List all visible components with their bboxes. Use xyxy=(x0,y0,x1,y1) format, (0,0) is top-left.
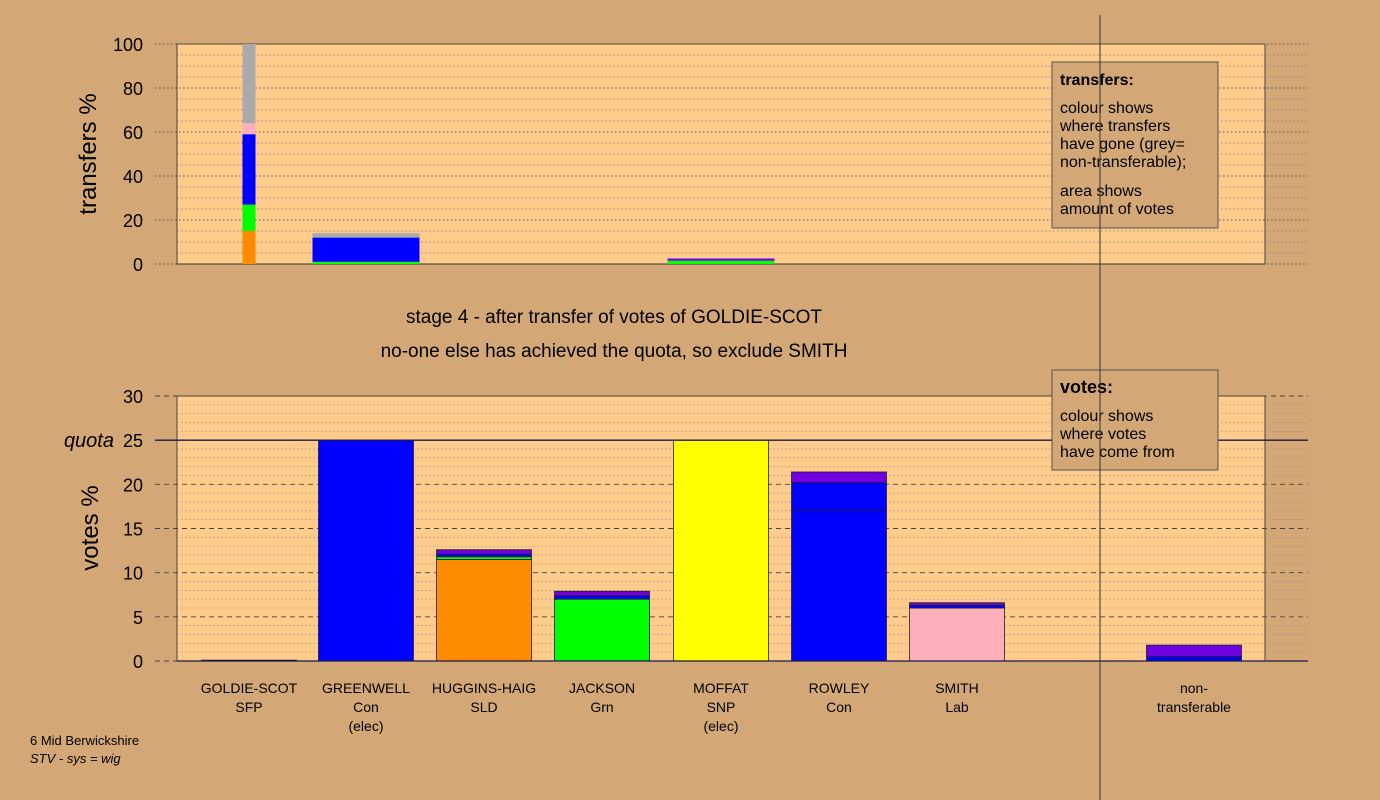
vote-bar-segment xyxy=(1146,656,1242,662)
transfer-bar-segment xyxy=(312,233,420,238)
vote-bar-segment xyxy=(436,559,532,662)
y-tick-label: 25 xyxy=(123,431,143,451)
y-tick-label: 0 xyxy=(133,255,143,275)
category-label: Lab xyxy=(945,699,969,715)
y-tick-label: 5 xyxy=(133,608,143,628)
vote-bar-segment xyxy=(909,602,1005,606)
y-tick-label: 40 xyxy=(123,167,143,187)
vote-bar-segment xyxy=(554,595,650,600)
category-label: Grn xyxy=(590,699,613,715)
category-label: HUGGINS-HAIG xyxy=(432,680,536,696)
votes-legend-line: colour shows xyxy=(1060,408,1153,425)
vote-bar-segment xyxy=(909,607,1005,662)
transfer-bar-segment xyxy=(242,204,256,231)
transfers-legend-line: non-transferable); xyxy=(1060,154,1186,171)
transfers-legend-line: colour shows xyxy=(1060,100,1153,117)
transfers-legend-line: amount of votes xyxy=(1060,201,1174,218)
category-label: Con xyxy=(353,699,379,715)
vote-bar-segment xyxy=(673,439,769,662)
votes-legend-line: where votes xyxy=(1059,426,1146,443)
transfer-bar-segment xyxy=(667,258,775,261)
category-label: non- xyxy=(1180,680,1208,696)
vote-bar-segment xyxy=(791,471,887,483)
y-axis-label: transfers % xyxy=(75,93,102,214)
transfers-legend-box xyxy=(1051,61,1219,229)
y-tick-label: 20 xyxy=(123,211,143,231)
votes-legend-line: have come from xyxy=(1060,444,1175,461)
transfer-bar-segment xyxy=(312,237,420,262)
vote-bar-segment xyxy=(791,509,887,662)
transfer-bar-segment xyxy=(242,231,256,264)
votes-legend-box xyxy=(1051,369,1219,471)
transfer-bar-segment xyxy=(242,123,256,135)
category-label: (elec) xyxy=(348,718,383,734)
y-tick-label: 10 xyxy=(123,564,143,584)
vote-bar-segment xyxy=(436,549,532,555)
transfers-legend-title: transfers: xyxy=(1060,72,1134,89)
vote-bar-segment xyxy=(791,482,887,511)
vote-bar-segment xyxy=(1146,644,1242,657)
y-tick-label: 20 xyxy=(123,475,143,495)
votes-legend-title: votes: xyxy=(1060,377,1113,397)
category-label: SLD xyxy=(470,699,497,715)
category-label: transferable xyxy=(1157,699,1231,715)
y-tick-label: 0 xyxy=(133,652,143,672)
transfer-bar-segment xyxy=(242,44,256,124)
category-label: GREENWELL xyxy=(322,680,410,696)
category-label: SMITH xyxy=(935,680,979,696)
category-label: MOFFAT xyxy=(693,680,749,696)
transfers-legend-line: where transfers xyxy=(1059,118,1170,135)
category-label: Con xyxy=(826,699,852,715)
category-label: JACKSON xyxy=(569,680,635,696)
footer-system: STV - sys = wig xyxy=(30,751,121,766)
category-label: (elec) xyxy=(703,718,738,734)
transfer-bar-segment xyxy=(667,260,775,264)
category-label: SNP xyxy=(707,699,736,715)
vote-bar-segment xyxy=(318,439,414,662)
y-axis-label: votes % xyxy=(77,485,104,570)
transfers-legend-line: area shows xyxy=(1060,183,1142,200)
quota-label: quota xyxy=(64,430,114,452)
votes-legend: votes: colour shows where votes have com… xyxy=(1051,369,1219,471)
y-tick-label: 60 xyxy=(123,123,143,143)
transfers-legend-line: have gone (grey= xyxy=(1060,136,1185,153)
transfer-bar-segment xyxy=(312,261,420,264)
y-tick-label: 80 xyxy=(123,79,143,99)
category-label: SFP xyxy=(235,699,262,715)
footer-constituency: 6 Mid Berwickshire xyxy=(30,733,140,748)
transfers-legend: transfers: colour shows where transfers … xyxy=(1051,61,1219,229)
transfer-bar-segment xyxy=(242,134,256,205)
stage-line-2: no-one else has achieved the quota, so e… xyxy=(381,341,848,362)
stage-line-1: stage 4 - after transfer of votes of GOL… xyxy=(406,307,822,328)
category-label: ROWLEY xyxy=(809,680,870,696)
vote-bar-segment xyxy=(554,590,650,597)
vote-bar-segment xyxy=(554,598,650,662)
y-tick-label: 30 xyxy=(123,387,143,407)
y-tick-label: 100 xyxy=(113,35,143,55)
category-label: GOLDIE-SCOT xyxy=(201,680,298,696)
y-tick-label: 15 xyxy=(123,520,143,540)
